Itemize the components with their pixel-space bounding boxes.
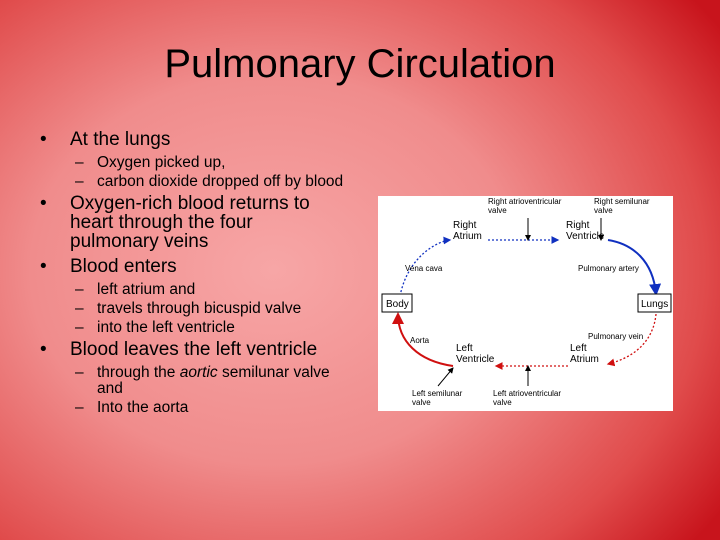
text-run: Into the aorta xyxy=(97,399,189,416)
label: Vena cava xyxy=(405,264,443,273)
slide-title: Pulmonary Circulation xyxy=(164,42,556,86)
diagram-background xyxy=(378,196,673,411)
text-run: aortic xyxy=(179,364,218,381)
label: Left Ventricle xyxy=(456,343,495,365)
red-arrow xyxy=(392,312,454,367)
label: Pulmonary vein xyxy=(588,332,643,341)
label: Right semilunar valve xyxy=(594,197,650,215)
sub-bullet: Into the aorta xyxy=(75,399,347,417)
label: Left atrioventricular valve xyxy=(493,389,561,407)
sub-bullet: left atrium and xyxy=(75,281,347,299)
lungs-box xyxy=(637,293,672,313)
bullet-list: At the lungs Oxygen picked up, carbon diox… xyxy=(40,126,370,419)
label: Lungs xyxy=(641,299,668,310)
label: Left semilunar valve xyxy=(412,389,463,407)
label: Pulmonary artery xyxy=(578,264,639,273)
blue-arrow xyxy=(607,239,662,296)
text-run: semilunar valve and xyxy=(97,364,330,397)
text-run: travels through bicuspid valve xyxy=(97,300,302,317)
sub-bullet: carbon dioxide dropped off by blood xyxy=(75,173,347,191)
sub-bullet: Oxygen picked up, xyxy=(75,154,347,172)
text-run: through the xyxy=(97,364,176,381)
text-run: carbon dioxide dropped off by blood xyxy=(97,173,344,190)
blue-arrow xyxy=(399,236,452,297)
sub-bullet: into the left ventricle xyxy=(75,319,347,337)
body-box xyxy=(381,293,413,313)
bullet: At the lungs xyxy=(40,130,340,149)
pointer xyxy=(437,367,454,387)
label: Right Ventricle xyxy=(566,220,605,242)
red-arrow xyxy=(606,313,657,367)
label: Right Atrium xyxy=(453,220,482,242)
text-run: left atrium and xyxy=(97,281,196,298)
text-run: Oxygen picked up, xyxy=(97,154,226,171)
bullet: Blood leaves the left ventricle xyxy=(40,340,340,359)
label: Aorta xyxy=(410,336,430,345)
bullet: Oxygen-rich blood returns to heart throu… xyxy=(40,194,340,251)
circulation-diagram: Right atrioventricular valve Right semilu… xyxy=(378,196,673,411)
label: Left Atrium xyxy=(570,343,599,365)
label: Right atrioventricular valve xyxy=(488,197,562,215)
label: Body xyxy=(386,299,409,310)
bullet: Blood enters xyxy=(40,257,340,276)
text-run: into the left ventricle xyxy=(97,319,235,336)
sub-bullet: travels through bicuspid valve xyxy=(75,300,347,318)
